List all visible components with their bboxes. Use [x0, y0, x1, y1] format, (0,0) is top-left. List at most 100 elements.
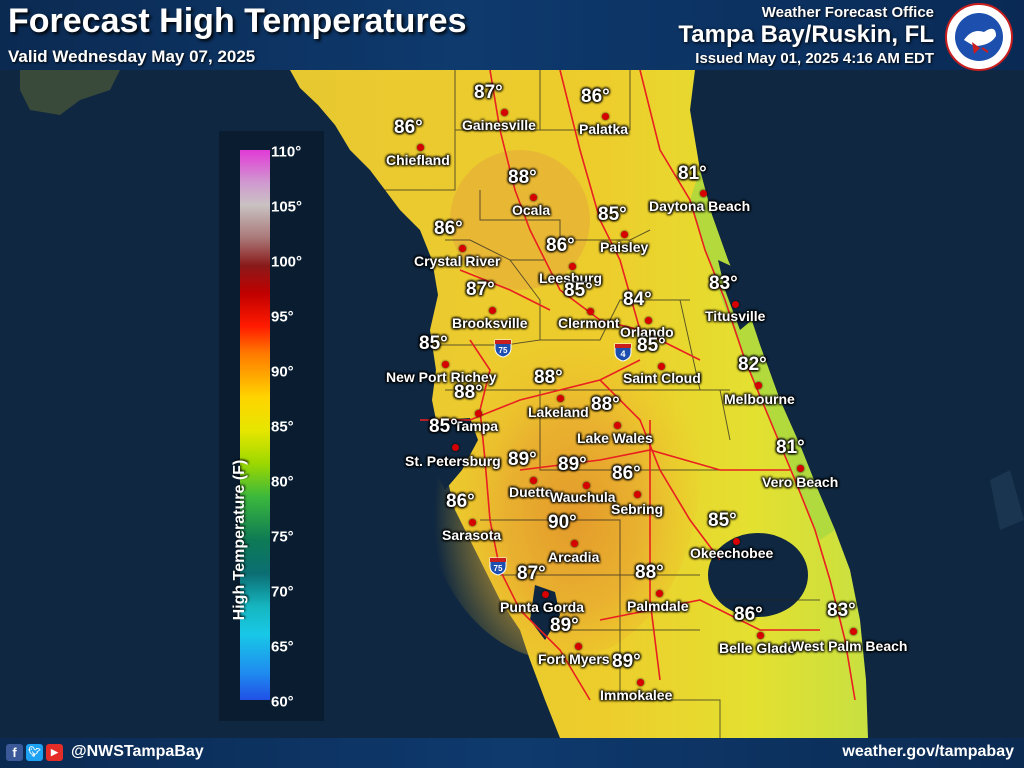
- city-temp: 88°: [508, 167, 537, 188]
- location-dot-icon: [441, 360, 449, 368]
- city-name: Lakeland: [528, 404, 589, 420]
- location-dot-icon: [556, 394, 564, 402]
- city-name: St. Petersburg: [405, 453, 501, 469]
- gulf-coast-northwest: [20, 70, 120, 115]
- footer-bar: f 🐦︎ ▶ @NWSTampaBay weather.gov/tampabay: [0, 738, 1024, 768]
- location-dot-icon: [568, 262, 576, 270]
- city-name: Duette: [509, 484, 553, 500]
- legend-tick: 100°: [271, 253, 303, 271]
- nws-logo-icon: [945, 3, 1013, 71]
- location-dot-icon: [732, 537, 740, 545]
- legend-tick: 80°: [271, 473, 294, 491]
- location-dot-icon: [582, 481, 590, 489]
- location-dot-icon: [529, 193, 537, 201]
- city-temp: 81°: [776, 437, 805, 458]
- city-temp: 88°: [534, 367, 563, 388]
- page-title: Forecast High Temperatures: [8, 2, 467, 40]
- city-name: Brooksville: [452, 315, 528, 331]
- facebook-icon[interactable]: f: [6, 744, 23, 761]
- city-name: Fort Myers: [538, 651, 610, 667]
- city-temp: 85°: [708, 510, 737, 531]
- legend-title: High Temperature (F): [231, 459, 248, 621]
- city-name: Ocala: [512, 202, 551, 218]
- city-temp: 86°: [446, 491, 475, 512]
- city-name: Okeechobee: [690, 545, 774, 561]
- legend-tick: 60°: [271, 693, 294, 711]
- city-name: Crystal River: [414, 253, 501, 269]
- city-temp: 83°: [827, 600, 856, 621]
- city-temp: 88°: [591, 394, 620, 415]
- location-dot-icon: [756, 631, 764, 639]
- legend-tick: 90°: [271, 363, 294, 381]
- location-dot-icon: [655, 589, 663, 597]
- location-dot-icon: [541, 590, 549, 598]
- svg-text:4: 4: [620, 349, 625, 359]
- social-handle[interactable]: @NWSTampaBay: [71, 743, 204, 760]
- city-name: Wauchula: [550, 489, 616, 505]
- youtube-icon[interactable]: ▶: [46, 744, 63, 761]
- city-name: New Port Richey: [386, 369, 497, 385]
- city-name: Belle Glade: [719, 640, 796, 656]
- location-dot-icon: [754, 381, 762, 389]
- city-name: Lake Wales: [577, 430, 653, 446]
- city-temp: 89°: [612, 651, 641, 672]
- city-name: Titusville: [705, 308, 766, 324]
- city-temp: 88°: [635, 562, 664, 583]
- city-temp: 85°: [598, 204, 627, 225]
- location-dot-icon: [731, 300, 739, 308]
- location-dot-icon: [574, 642, 582, 650]
- location-dot-icon: [451, 443, 459, 451]
- city-name: Sarasota: [442, 527, 502, 543]
- legend-tick: 65°: [271, 638, 294, 656]
- twitter-icon[interactable]: 🐦︎: [26, 744, 43, 761]
- location-dot-icon: [620, 230, 628, 238]
- location-dot-icon: [633, 490, 641, 498]
- city-temp: 82°: [738, 354, 767, 375]
- city-temp: 87°: [466, 279, 495, 300]
- legend-tick: 110°: [271, 143, 302, 161]
- svg-text:75: 75: [499, 346, 508, 355]
- location-dot-icon: [458, 244, 466, 252]
- temperature-legend: 110° 105° 100° 95° 90° 85° 80° 75° 70° 6…: [219, 131, 324, 721]
- city-temp: 90°: [548, 512, 577, 533]
- city-name: Melbourne: [724, 391, 795, 407]
- city-name: Leesburg: [539, 270, 603, 286]
- location-dot-icon: [570, 539, 578, 547]
- interstate-shield-icon: 75: [493, 338, 513, 358]
- location-dot-icon: [529, 476, 537, 484]
- city-temp: 89°: [508, 449, 537, 470]
- city-temp: 88°: [454, 382, 483, 403]
- city-name: Tampa: [454, 418, 499, 434]
- office-line: Weather Forecast Office: [761, 4, 934, 21]
- location-dot-icon: [416, 143, 424, 151]
- website-link[interactable]: weather.gov/tampabay: [842, 743, 1014, 760]
- interstate-shield-icon: 75: [488, 556, 508, 576]
- location-dot-icon: [488, 306, 496, 314]
- interstate-shield-icon: 4: [613, 342, 633, 362]
- city-name: Arcadia: [548, 549, 600, 565]
- city-temp: 86°: [394, 117, 423, 138]
- city-temp: 86°: [612, 463, 641, 484]
- issued-time: Issued May 01, 2025 4:16 AM EDT: [695, 50, 934, 67]
- location-dot-icon: [586, 307, 594, 315]
- legend-tick: 75°: [271, 528, 294, 546]
- city-name: Daytona Beach: [649, 198, 751, 214]
- location-dot-icon: [468, 518, 476, 526]
- charlotte-harbor: [530, 585, 560, 640]
- city-name: Palmdale: [627, 598, 689, 614]
- legend-tick: 70°: [271, 583, 294, 601]
- location-dot-icon: [657, 362, 665, 370]
- location-dot-icon: [796, 464, 804, 472]
- city-temp: 86°: [546, 235, 575, 256]
- color-scale-bar: [240, 150, 270, 700]
- city-name: Sebring: [611, 501, 664, 517]
- city-name: Paisley: [600, 239, 649, 255]
- city-name: Vero Beach: [762, 474, 839, 490]
- city-name: West Palm Beach: [791, 638, 908, 654]
- city-name: Punta Gorda: [500, 599, 585, 615]
- city-name: Saint Cloud: [623, 370, 701, 386]
- city-temp: 86°: [581, 86, 610, 107]
- header-bar: Forecast High Temperatures Valid Wednesd…: [0, 0, 1024, 71]
- city-name: Clermont: [558, 315, 620, 331]
- city-temp: 85°: [419, 333, 448, 354]
